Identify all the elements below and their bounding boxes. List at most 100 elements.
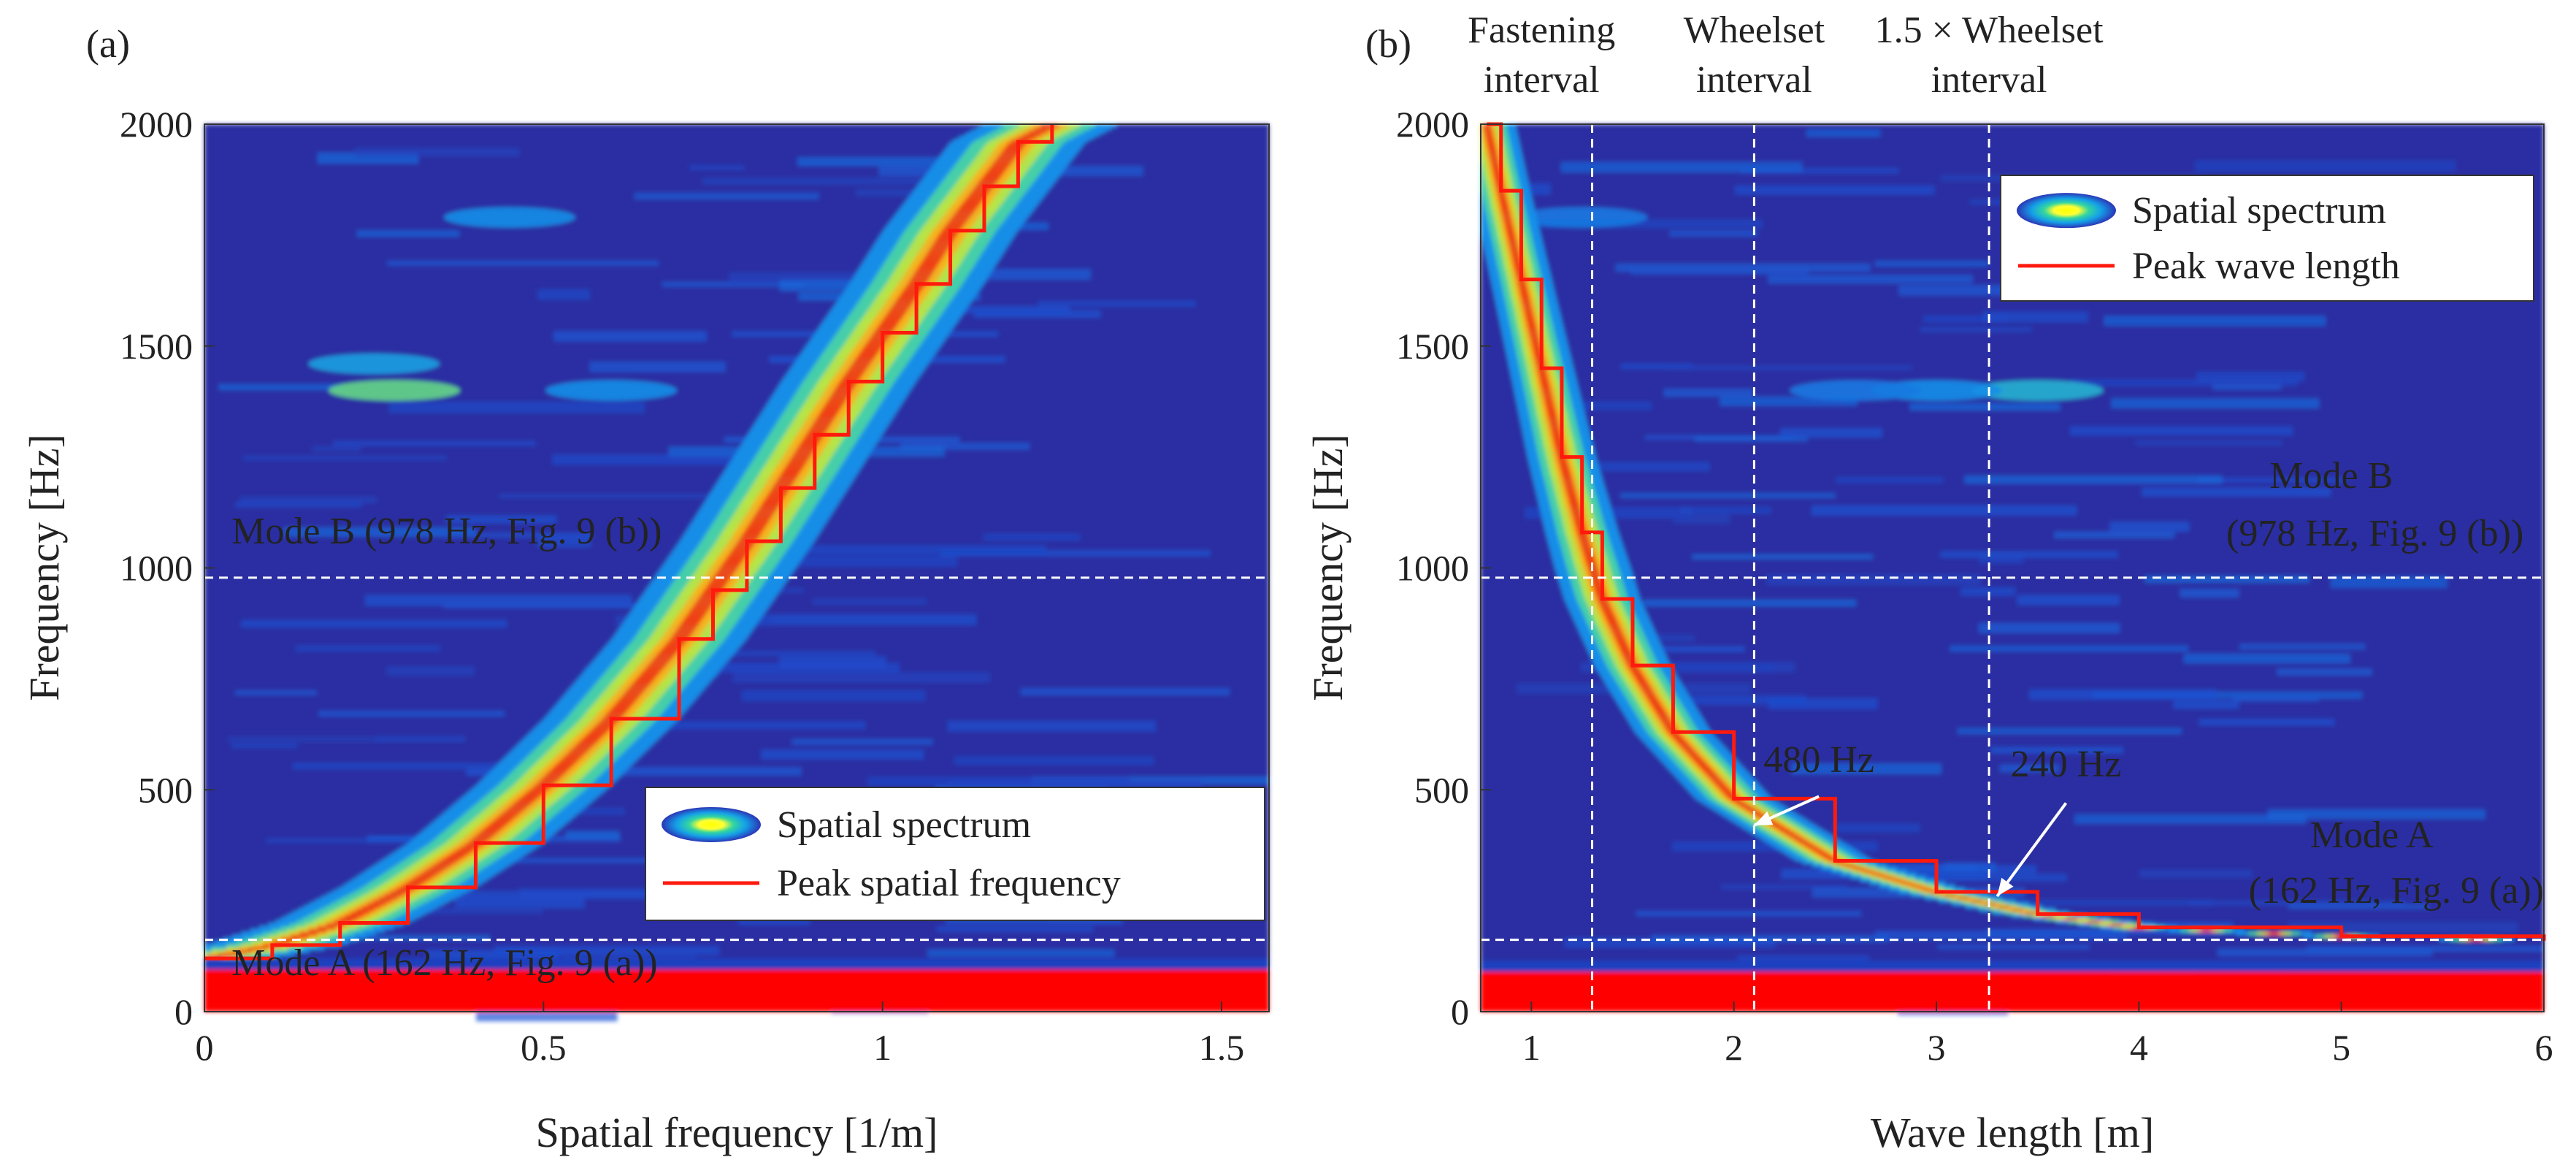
heatmap-texture-cell (969, 269, 1091, 280)
heatmap-texture-cell (2217, 948, 2433, 957)
heatmap-texture-cell (1950, 645, 2188, 652)
heatmap-texture-cell (455, 898, 585, 909)
heatmap-ridge-cell (345, 914, 364, 917)
heatmap-texture-cell (812, 598, 927, 605)
heatmap-texture-cell (1921, 874, 2067, 882)
heatmap-ridge-cell (835, 387, 854, 392)
heatmap-ridge-cell (326, 923, 345, 927)
heatmap-ridge-cell (1703, 768, 1714, 773)
heatmap-texture-cell (2331, 576, 2447, 589)
heatmap-ridge-cell (1611, 630, 1622, 634)
heatmap-ridge-cell (1500, 204, 1509, 207)
heatmap-ridge-cell (718, 568, 737, 572)
heatmap-texture-cell (2074, 814, 2307, 824)
heatmap-ridge-cell (1593, 585, 1604, 589)
heatmap-ridge-cell (900, 292, 919, 297)
heatmap-ridge-cell (1571, 508, 1582, 513)
heatmap-ridge-cell (552, 765, 571, 770)
heatmap-ridge-cell (985, 171, 1004, 175)
heatmap-texture-cell (940, 550, 1211, 557)
heatmap-ridge-cell (1793, 837, 1804, 841)
panel-letter: (a) (86, 22, 130, 66)
heatmap-ridge-cell (987, 168, 1006, 172)
heatmap-texture-cell (741, 690, 925, 701)
heatmap-ridge-cell (653, 657, 672, 660)
heatmap-ridge-cell (1646, 695, 1657, 699)
heatmap-ridge-cell (1028, 130, 1048, 134)
heatmap-texture-cell (2189, 900, 2404, 906)
heatmap-ridge-cell (1557, 458, 1568, 462)
heatmap-ridge-cell (1519, 289, 1528, 294)
heatmap-ridge-cell (2111, 923, 2122, 927)
heatmap-ridge-cell (750, 520, 769, 524)
heatmap-ridge-cell (1706, 771, 1717, 776)
heatmap-ridge-cell (317, 925, 336, 930)
heatmap-ridge-cell (1590, 576, 1601, 581)
heatmap-ridge-cell (1657, 712, 1668, 717)
heatmap-ridge-cell (856, 354, 875, 359)
heatmap-ridge-cell (1510, 248, 1519, 252)
heatmap-ridge-cell (2088, 920, 2099, 924)
heatmap-ridge-cell (956, 210, 975, 214)
heatmap-ridge-cell (1034, 127, 1053, 131)
heatmap-ridge-cell (1551, 429, 1560, 432)
heatmap-ridge-cell (1589, 570, 1600, 575)
heatmap-texture-cell (1688, 695, 1806, 705)
heatmap-ridge-cell (916, 269, 935, 273)
heatmap-texture-cell (2183, 653, 2350, 664)
heatmap-ridge-cell (1610, 627, 1621, 631)
heatmap-ridge-cell (564, 754, 583, 758)
heatmap-ridge-cell (852, 361, 872, 364)
heatmap-ridge-cell (290, 934, 309, 939)
heatmap-texture-cell (355, 148, 520, 157)
heatmap-ridge-cell (537, 781, 556, 784)
heatmap-ridge-cell (846, 370, 865, 373)
heatmap-ridge-cell (829, 396, 848, 400)
heatmap-texture-cell (1694, 437, 1808, 442)
heatmap-ridge-cell (1565, 485, 1575, 489)
heatmap-ridge-cell (934, 239, 954, 243)
heatmap-hotspot (1516, 207, 1648, 228)
heatmap-texture-cell (352, 935, 490, 940)
heatmap-ridge-cell (932, 243, 951, 246)
heatmap-ridge-cell (892, 305, 911, 308)
heatmap-ridge-cell (281, 937, 300, 942)
heatmap-texture-cell (947, 720, 1156, 732)
heatmap-ridge-cell (808, 429, 827, 432)
heatmap-ridge-cell (1600, 603, 1611, 607)
heatmap-ridge-cell (2269, 931, 2280, 936)
heatmap-ridge-cell (913, 272, 932, 276)
heatmap-ridge-cell (558, 760, 577, 764)
heatmap-texture-cell (1651, 934, 1889, 942)
heatmap-ridge-cell (774, 482, 793, 486)
heatmap-ridge-cell (730, 550, 749, 554)
heatmap-ridge-cell (1522, 298, 1530, 302)
heatmap-texture-cell (1527, 219, 1763, 229)
heatmap-ridge-cell (886, 313, 905, 317)
heatmap-ridge-cell (1546, 408, 1556, 412)
heatmap-ridge-cell (776, 479, 795, 483)
heatmap-texture-cell (1692, 554, 1874, 560)
heatmap-texture-cell (388, 402, 645, 413)
heatmap-ridge-cell (356, 908, 375, 912)
heatmap-ridge-cell (1659, 716, 1670, 719)
heatmap-ridge-cell (740, 535, 759, 539)
heatmap-ridge-cell (1632, 671, 1643, 675)
heatmap-ridge-cell (827, 399, 846, 403)
heatmap-texture-cell (2288, 904, 2429, 909)
heatmap-texture-cell (937, 925, 1094, 932)
heatmap-ridge-cell (549, 768, 568, 773)
heatmap-texture-cell (974, 310, 1101, 318)
heatmap-texture-cell (241, 619, 507, 628)
heatmap-ridge-cell (1543, 393, 1552, 397)
heatmap-ridge-cell (1578, 535, 1589, 539)
peak-line (204, 124, 1054, 961)
heatmap-texture-cell (2070, 426, 2293, 435)
heatmap-ridge-cell (1485, 136, 1494, 140)
interval-label: interval (1696, 59, 1812, 101)
heatmap-ridge-cell (1527, 325, 1537, 329)
heatmap-ridge-cell (610, 706, 629, 711)
heatmap-ridge-cell (1633, 674, 1644, 678)
heatmap-texture-cell (1957, 728, 2182, 735)
heatmap-texture-cell (702, 177, 929, 185)
